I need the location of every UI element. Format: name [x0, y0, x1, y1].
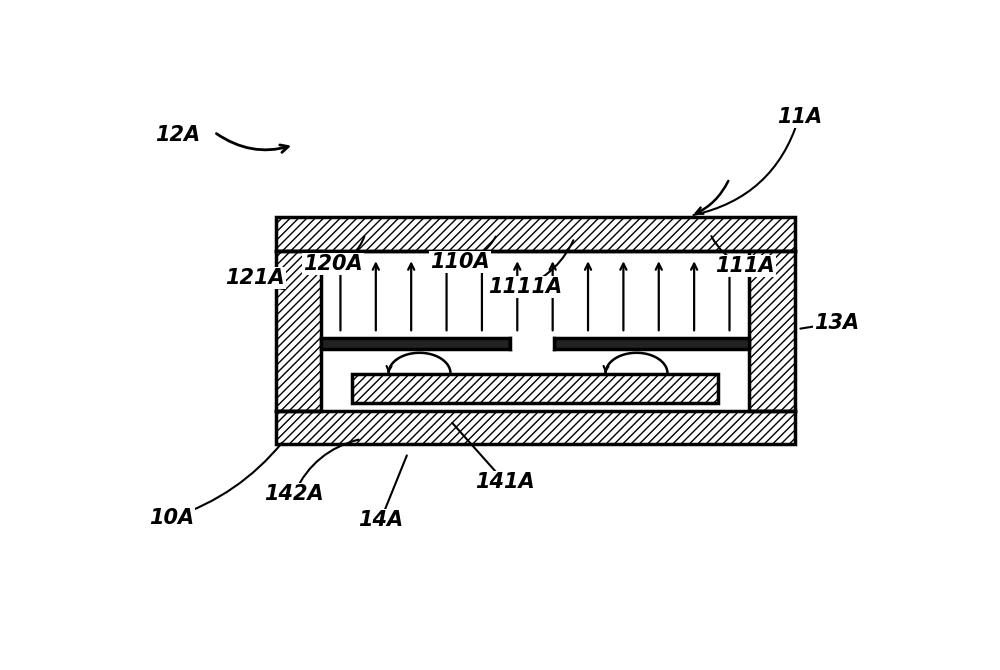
Text: 10A: 10A: [149, 508, 194, 528]
Bar: [276, 217, 795, 251]
Text: 13A: 13A: [814, 313, 859, 333]
Bar: [554, 338, 749, 348]
Text: 12A: 12A: [155, 125, 200, 145]
Text: 120A: 120A: [303, 253, 363, 273]
Text: 121A: 121A: [225, 268, 285, 288]
Text: 142A: 142A: [264, 484, 324, 504]
Bar: [321, 251, 749, 411]
Bar: [352, 375, 718, 403]
Text: 141A: 141A: [475, 472, 535, 492]
Text: 14A: 14A: [358, 510, 403, 530]
Bar: [749, 251, 795, 411]
Text: 11A: 11A: [777, 107, 822, 127]
Text: 111A: 111A: [715, 256, 775, 276]
Bar: [276, 411, 795, 444]
Text: 1111A: 1111A: [488, 277, 562, 297]
Bar: [321, 338, 510, 348]
Bar: [510, 337, 554, 350]
Bar: [276, 251, 321, 411]
Text: 110A: 110A: [430, 252, 490, 272]
